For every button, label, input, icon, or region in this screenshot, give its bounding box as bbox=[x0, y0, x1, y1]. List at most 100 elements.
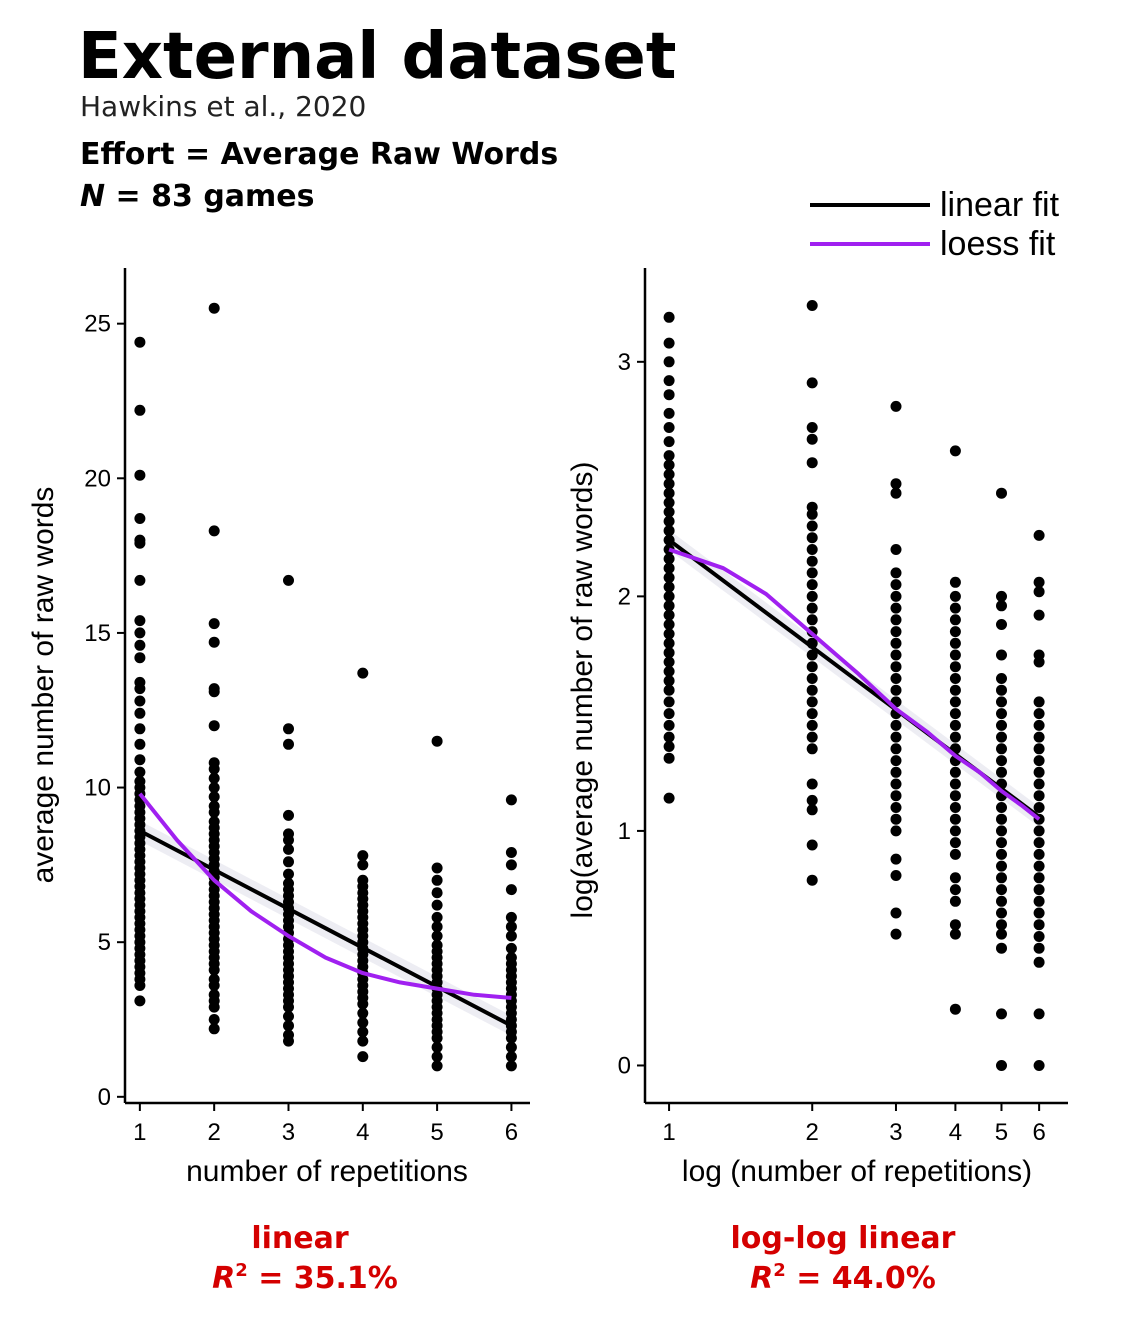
r-squared-value: = 35.1% bbox=[248, 1261, 398, 1296]
data-point bbox=[505, 1041, 517, 1053]
data-point bbox=[283, 856, 294, 868]
data-point bbox=[663, 572, 675, 584]
x-tick-label: 4 bbox=[356, 1119, 369, 1146]
data-point bbox=[1033, 609, 1045, 621]
data-point bbox=[949, 731, 961, 743]
data-point bbox=[505, 794, 517, 806]
data-point bbox=[890, 567, 902, 579]
data-point bbox=[1033, 848, 1045, 860]
data-point bbox=[949, 661, 961, 673]
data-point bbox=[208, 1023, 220, 1035]
y-tick-label: 10 bbox=[84, 775, 111, 802]
data-point bbox=[208, 791, 220, 803]
data-point bbox=[663, 731, 675, 743]
data-point bbox=[663, 590, 675, 602]
data-point bbox=[806, 839, 818, 851]
data-point bbox=[663, 792, 675, 804]
data-point bbox=[949, 919, 961, 931]
data-point bbox=[890, 907, 902, 919]
legend-loess-label: loess fit bbox=[940, 225, 1056, 263]
data-point bbox=[890, 928, 902, 940]
data-point bbox=[505, 952, 517, 964]
x-tick-label: 2 bbox=[207, 1119, 220, 1146]
data-point bbox=[806, 590, 818, 602]
x-tick-label: 4 bbox=[949, 1119, 962, 1146]
data-point bbox=[890, 778, 902, 790]
data-point bbox=[505, 1051, 517, 1063]
data-point bbox=[663, 708, 675, 720]
sample-size-text: = 83 games bbox=[105, 179, 314, 214]
r-squared-symbol: R bbox=[212, 1261, 235, 1296]
data-point bbox=[208, 683, 220, 695]
x-tick-label: 3 bbox=[282, 1119, 295, 1146]
data-point bbox=[283, 828, 294, 840]
data-point bbox=[431, 735, 443, 747]
linear-panel-fit-label: linear bbox=[251, 1221, 349, 1256]
log-log-panel-axes: 1 2 3 4 5 6 0 1 2 3 bbox=[618, 268, 1068, 1146]
data-point bbox=[663, 675, 675, 687]
data-point bbox=[949, 872, 961, 884]
x-tick-label: 3 bbox=[889, 1119, 902, 1146]
y-tick-label: 25 bbox=[84, 311, 111, 338]
data-point bbox=[1033, 766, 1045, 778]
data-point bbox=[283, 574, 294, 586]
data-point bbox=[1033, 743, 1045, 755]
data-point bbox=[1033, 790, 1045, 802]
data-point bbox=[996, 895, 1007, 907]
data-point bbox=[1033, 649, 1045, 661]
data-point bbox=[663, 506, 675, 518]
linear-panel-y-axis-title: average number of raw words bbox=[27, 487, 60, 884]
data-point bbox=[663, 515, 675, 527]
data-point bbox=[949, 848, 961, 860]
linear-panel-r-squared: R2 = 35.1% bbox=[212, 1260, 398, 1296]
data-point bbox=[949, 813, 961, 825]
data-point bbox=[890, 802, 902, 813]
data-point bbox=[806, 731, 818, 743]
data-point bbox=[357, 850, 369, 862]
data-point bbox=[1033, 731, 1045, 743]
data-point bbox=[134, 754, 146, 766]
data-point bbox=[806, 433, 818, 445]
data-point bbox=[890, 590, 902, 602]
data-point bbox=[663, 696, 675, 708]
data-point bbox=[1033, 755, 1045, 767]
data-point bbox=[1033, 919, 1045, 931]
data-point bbox=[663, 719, 675, 731]
data-point bbox=[949, 837, 961, 849]
data-point bbox=[1033, 884, 1045, 896]
data-point bbox=[505, 930, 517, 942]
data-point bbox=[1033, 1060, 1045, 1071]
y-tick-label: 0 bbox=[618, 1052, 631, 1079]
data-point bbox=[134, 336, 146, 348]
data-point bbox=[949, 895, 961, 907]
data-point bbox=[208, 1014, 220, 1025]
data-point bbox=[890, 719, 902, 731]
data-point bbox=[806, 743, 818, 755]
data-point bbox=[890, 766, 902, 778]
data-point bbox=[949, 649, 961, 661]
data-point bbox=[283, 1029, 294, 1041]
y-tick-label: 3 bbox=[618, 349, 631, 376]
data-point bbox=[663, 487, 675, 499]
data-point bbox=[663, 637, 675, 649]
data-point bbox=[663, 553, 675, 565]
data-point bbox=[283, 738, 294, 750]
data-point bbox=[134, 738, 146, 750]
data-point bbox=[996, 872, 1007, 884]
data-point bbox=[208, 782, 220, 794]
data-point bbox=[1033, 576, 1045, 588]
data-point bbox=[134, 404, 146, 416]
data-point bbox=[806, 684, 818, 696]
data-point bbox=[806, 719, 818, 731]
sample-size-caption: N = 83 games bbox=[80, 179, 315, 214]
data-point bbox=[996, 907, 1007, 919]
data-point bbox=[134, 627, 146, 639]
data-point bbox=[996, 884, 1007, 896]
data-point bbox=[431, 930, 443, 942]
data-point bbox=[890, 825, 902, 837]
data-point bbox=[890, 661, 902, 673]
data-point bbox=[208, 989, 220, 1001]
data-point bbox=[806, 457, 818, 469]
data-point bbox=[996, 719, 1007, 731]
